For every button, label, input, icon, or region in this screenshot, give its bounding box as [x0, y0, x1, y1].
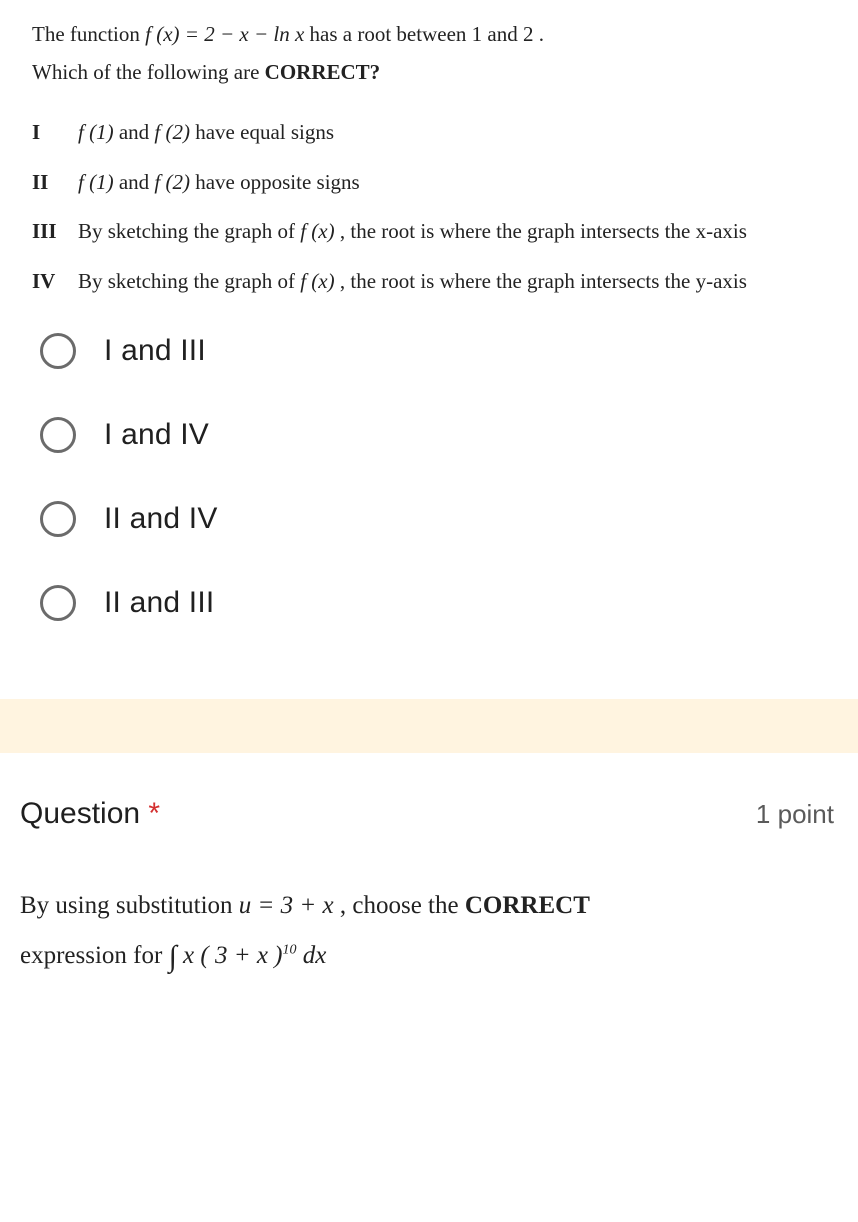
stem-line-1: The function f (x) = 2 − x − ln x has a … [32, 18, 834, 52]
text: and [114, 120, 155, 144]
option-label: I and III [104, 334, 206, 368]
text: , the root is where the graph intersects… [335, 219, 747, 243]
integral-symbol: ∫ [169, 940, 177, 973]
statement-IV: IV By sketching the graph of f (x) , the… [32, 266, 834, 298]
stem-text: The function [32, 22, 145, 46]
question-1: The function f (x) = 2 − x − ln x has a … [0, 0, 858, 679]
title-text: Question [20, 797, 148, 830]
option-3[interactable]: II and IV [40, 501, 834, 537]
text: expression for [20, 942, 169, 969]
option-label: I and IV [104, 418, 209, 452]
question-title: Question * [20, 797, 160, 831]
statement-II: II f (1) and f (2) have opposite signs [32, 167, 834, 199]
option-1[interactable]: I and III [40, 333, 834, 369]
text: By using substitution [20, 892, 239, 919]
fx: f (2) [154, 120, 190, 144]
stem-line-2: Which of the following are CORRECT? [32, 56, 834, 90]
section-divider [0, 699, 858, 753]
statement-num: IV [32, 269, 78, 294]
text: have opposite signs [190, 170, 360, 194]
radio-icon[interactable] [40, 333, 76, 369]
statement-num: II [32, 170, 78, 195]
question-2-body: By using substitution u = 3 + x , choose… [20, 885, 834, 979]
text: By sketching the graph of [78, 219, 300, 243]
fx: f (2) [154, 170, 190, 194]
dx: dx [303, 942, 327, 969]
question-2-header: Question * 1 point [20, 797, 834, 831]
stem-text: has a root between 1 and 2 . [310, 22, 544, 46]
statement-text: f (1) and f (2) have equal signs [78, 117, 834, 149]
bold-text: CORRECT [465, 892, 590, 919]
statements-list: I f (1) and f (2) have equal signs II f … [32, 117, 834, 297]
text: and [114, 170, 155, 194]
equation: u = 3 + x [239, 892, 334, 919]
option-4[interactable]: II and III [40, 585, 834, 621]
fx: f (1) [78, 170, 114, 194]
expression: x ( 3 + x ) [183, 942, 282, 969]
stem-text: Which of the following are [32, 60, 265, 84]
answer-options: I and III I and IV II and IV II and III [32, 333, 834, 621]
text: , choose the [340, 892, 465, 919]
radio-icon[interactable] [40, 585, 76, 621]
option-2[interactable]: I and IV [40, 417, 834, 453]
text: By sketching the graph of [78, 269, 300, 293]
question-2: Question * 1 point By using substitution… [0, 753, 858, 989]
superscript: 10 [283, 942, 297, 957]
stem-bold: CORRECT? [265, 60, 381, 84]
option-label: II and IV [104, 502, 218, 536]
question-1-stem: The function f (x) = 2 − x − ln x has a … [32, 18, 834, 89]
body-line-1: By using substitution u = 3 + x , choose… [20, 885, 834, 928]
radio-icon[interactable] [40, 417, 76, 453]
body-line-2: expression for ∫ x ( 3 + x )10 dx [20, 928, 834, 979]
statement-num: I [32, 120, 78, 145]
question-points: 1 point [756, 799, 834, 830]
statement-III: III By sketching the graph of f (x) , th… [32, 216, 834, 248]
text: have equal signs [190, 120, 334, 144]
fx: f (x) [300, 269, 334, 293]
fx: f (1) [78, 120, 114, 144]
required-asterisk: * [148, 797, 160, 830]
statement-text: f (1) and f (2) have opposite signs [78, 167, 834, 199]
stem-fx: f (x) = 2 − x − ln x [145, 22, 304, 46]
text: , the root is where the graph intersects… [335, 269, 747, 293]
statement-I: I f (1) and f (2) have equal signs [32, 117, 834, 149]
radio-icon[interactable] [40, 501, 76, 537]
statement-text: By sketching the graph of f (x) , the ro… [78, 216, 834, 248]
statement-text: By sketching the graph of f (x) , the ro… [78, 266, 834, 298]
option-label: II and III [104, 586, 214, 620]
statement-num: III [32, 219, 78, 244]
fx: f (x) [300, 219, 334, 243]
